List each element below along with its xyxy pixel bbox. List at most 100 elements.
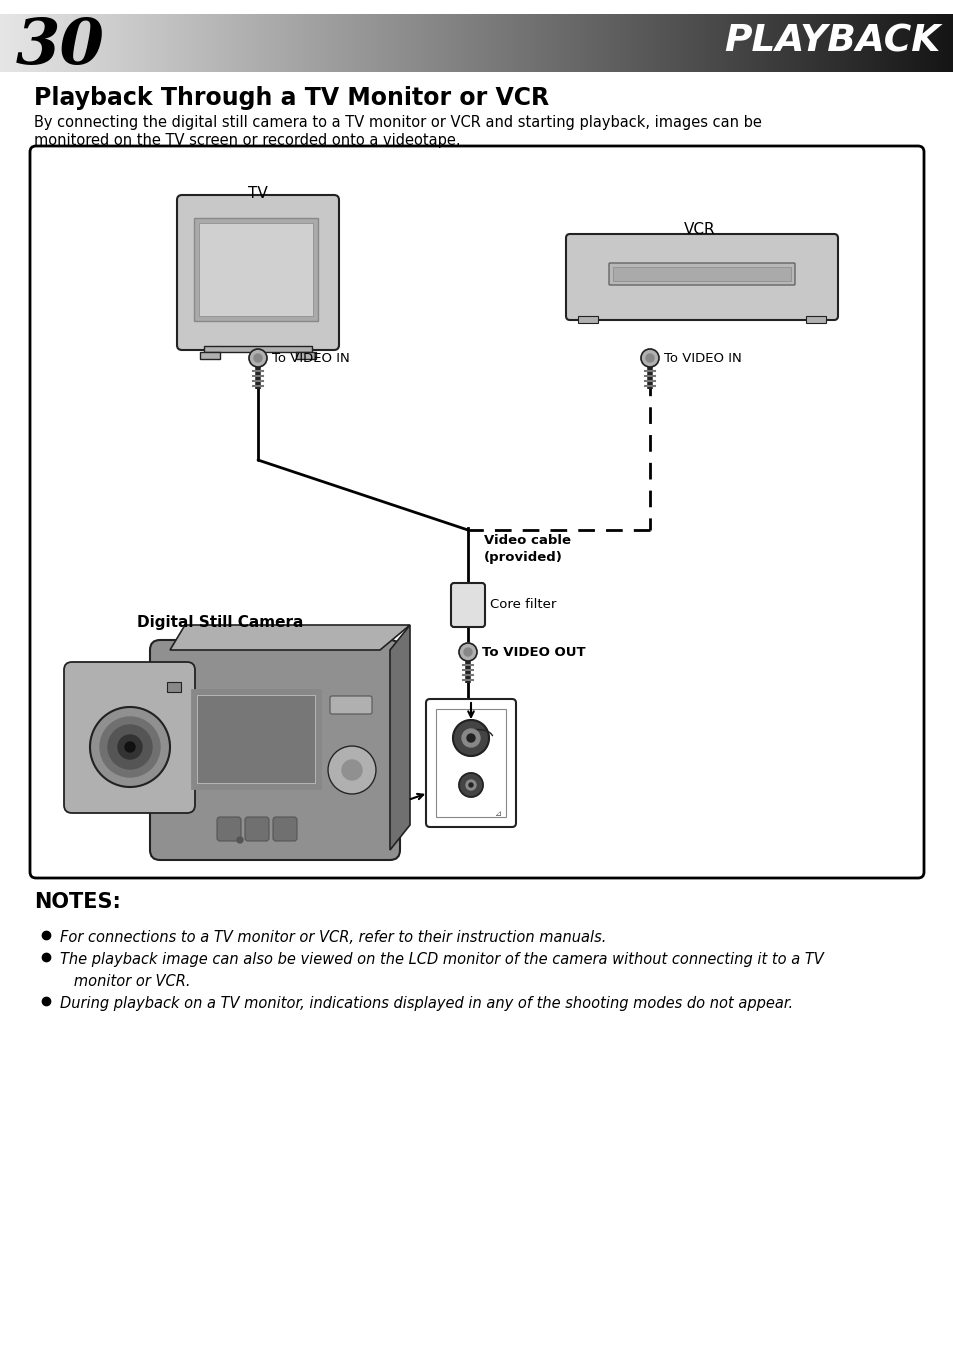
Bar [600,14,602,72]
Bar [321,14,324,72]
Bar [896,14,898,72]
Bar [295,352,315,359]
Bar [628,14,630,72]
Bar [73,14,76,72]
Bar [848,14,850,72]
FancyBboxPatch shape [451,583,484,627]
Bar [859,14,862,72]
Bar [237,14,239,72]
Bar [253,14,255,72]
Bar [464,14,467,72]
Bar [531,14,534,72]
Bar [470,14,472,72]
Bar [92,14,95,72]
Bar [223,14,226,72]
Bar [723,14,725,72]
Bar [787,14,789,72]
Bar [174,14,176,72]
Bar [171,14,172,72]
Bar [146,14,148,72]
Bar [754,14,757,72]
Bar [947,14,950,72]
Bar [410,14,412,72]
Bar [94,14,96,72]
Bar [375,14,378,72]
Bar [495,14,497,72]
Bar [251,14,253,72]
Bar [654,14,656,72]
Bar [603,14,605,72]
Bar [801,14,804,72]
Bar [592,14,595,72]
Bar [422,14,424,72]
Bar [275,14,277,72]
Bar [86,14,88,72]
Bar [922,14,924,72]
Bar [642,14,645,72]
Bar [363,14,366,72]
Bar [728,14,731,72]
Bar [782,14,785,72]
Bar [845,14,848,72]
FancyBboxPatch shape [177,195,338,350]
Bar [79,14,81,72]
Bar [344,14,347,72]
Bar [852,14,855,72]
Bar [115,14,118,72]
Bar [916,14,919,72]
Bar [90,14,92,72]
Circle shape [469,783,473,787]
Bar [838,14,840,72]
Bar [457,14,459,72]
Text: PLAYBACK: PLAYBACK [723,23,939,60]
Bar [387,14,389,72]
Bar [474,14,476,72]
Bar [652,14,655,72]
Text: ⊿: ⊿ [495,809,501,818]
Bar [359,14,362,72]
Bar [444,14,446,72]
Bar [156,14,159,72]
Bar [10,14,13,72]
Bar [944,14,947,72]
Bar [124,14,126,72]
Bar [296,14,299,72]
Bar [199,14,201,72]
Bar [461,14,464,72]
Bar [147,14,150,72]
Bar [821,14,823,72]
Bar [267,14,269,72]
Bar [765,14,767,72]
Bar [502,14,505,72]
Bar [949,14,951,72]
Bar [4,14,7,72]
Bar [880,14,882,72]
Bar [161,14,163,72]
Bar [339,14,341,72]
Bar [47,14,49,72]
Bar [311,14,313,72]
Bar [35,14,38,72]
Bar [346,14,348,72]
Bar [425,14,427,72]
Bar [136,14,138,72]
Bar [12,14,14,72]
Bar [750,14,753,72]
Bar [353,14,355,72]
Bar [498,14,500,72]
Bar [308,14,310,72]
Bar [63,14,65,72]
Text: Video cable
(provided): Video cable (provided) [483,534,571,564]
Bar [230,14,233,72]
Bar [298,14,300,72]
Bar [700,14,702,72]
Bar [839,14,841,72]
Bar [375,14,376,72]
Bar [22,14,24,72]
Bar [792,14,795,72]
Bar [323,14,325,72]
Bar [873,14,875,72]
Bar [775,14,777,72]
Bar [687,14,690,72]
Text: Playback Through a TV Monitor or VCR: Playback Through a TV Monitor or VCR [34,85,549,110]
